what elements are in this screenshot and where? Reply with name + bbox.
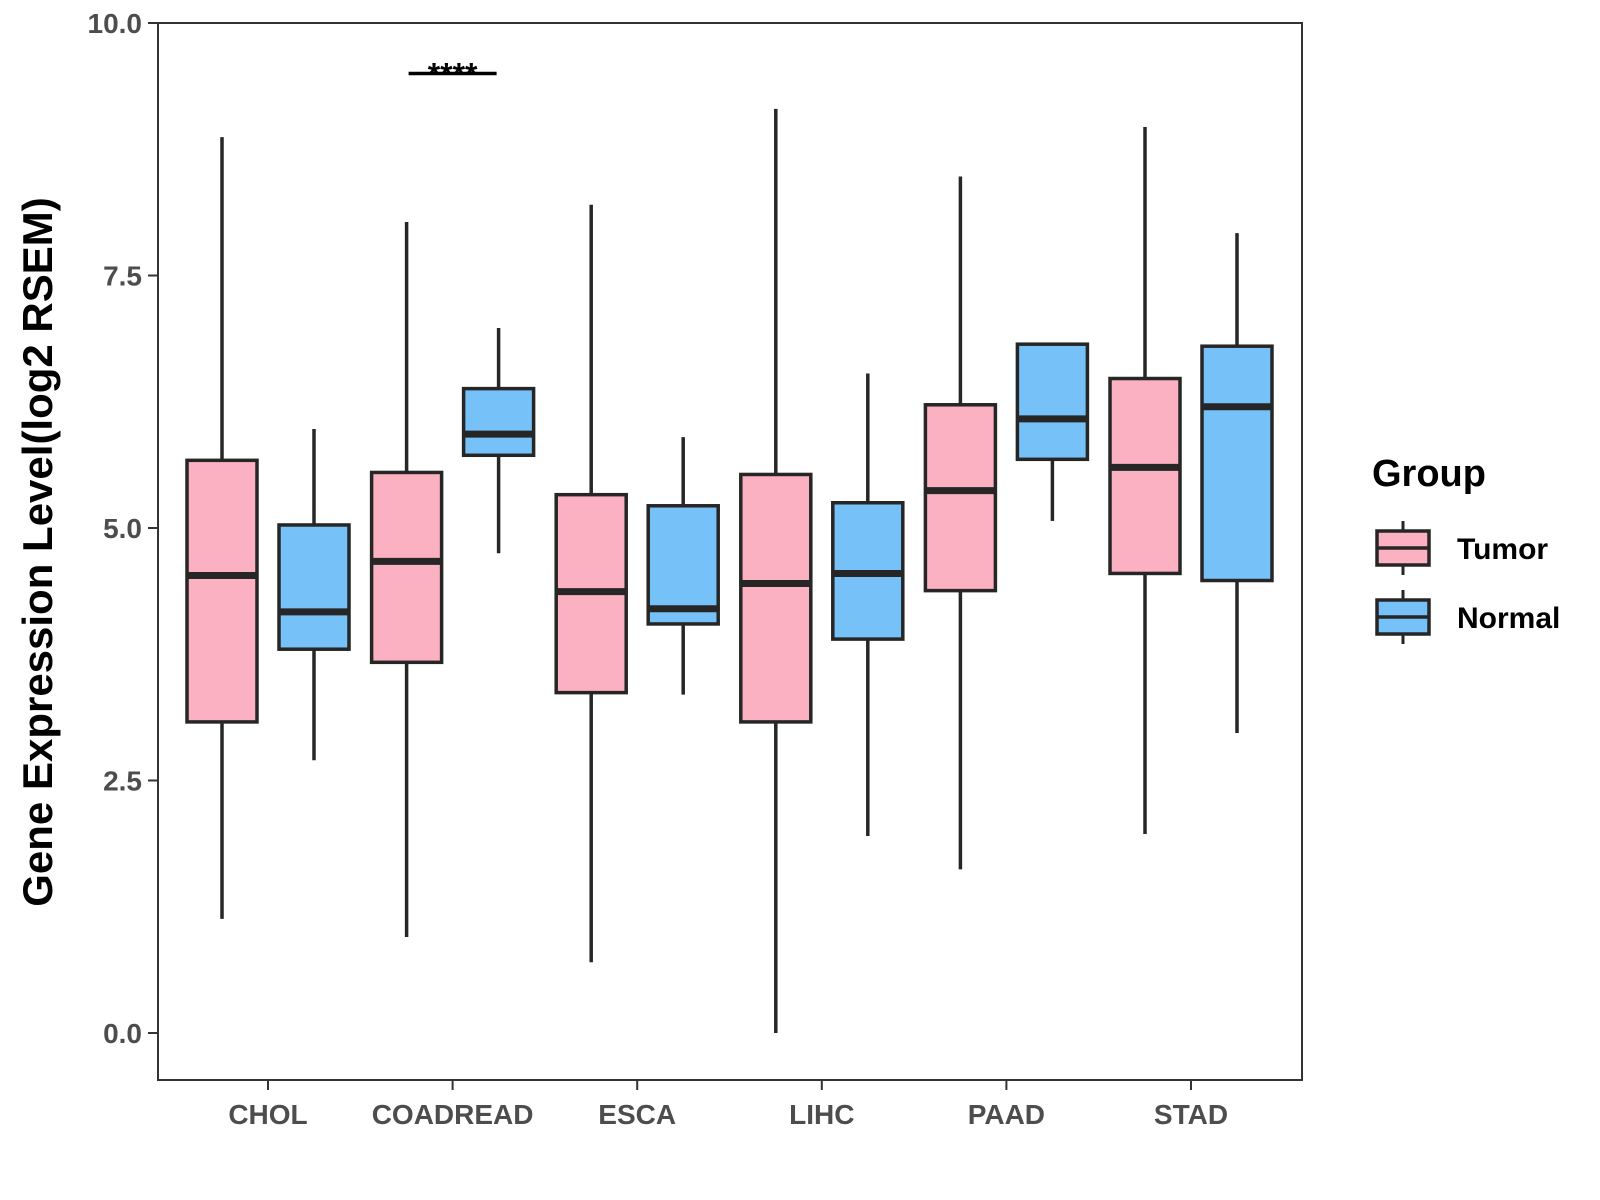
box-normal-paad (1015, 342, 1090, 521)
significance-annotations: **** (408, 57, 497, 93)
legend-key-normal (1375, 590, 1431, 644)
y-tick-label: 7.5 (103, 261, 142, 292)
box-body (1200, 344, 1274, 583)
box-normal-lihc (831, 373, 905, 837)
x-tick-label: CHOL (228, 1099, 307, 1130)
legend-title: Group (1372, 453, 1486, 495)
plot-panel-border (157, 22, 1303, 1081)
y-tick-label: 5.0 (103, 513, 142, 544)
y-axis-label: Gene Expression Level(log2 RSEM) (14, 197, 61, 907)
box-body (461, 386, 536, 458)
y-tick-label: 10.0 (88, 8, 143, 39)
legend-key-tumor (1375, 521, 1431, 575)
x-tick-label: LIHC (789, 1099, 854, 1130)
box-normal-coadread (461, 328, 536, 554)
box-normal-stad (1200, 233, 1274, 734)
box-body (369, 470, 444, 665)
box-normal-chol (277, 429, 351, 761)
box-body (185, 458, 259, 724)
box-tumor-lihc (739, 108, 813, 1033)
x-tick-label: STAD (1154, 1099, 1228, 1130)
box-body (1108, 376, 1182, 576)
box-tumor-stad (1108, 127, 1182, 835)
box-normal-esca (646, 437, 720, 695)
box-tumor-paad (923, 176, 998, 870)
box-body (646, 504, 720, 626)
y-tick-label: 0.0 (103, 1018, 142, 1049)
box-body (739, 472, 813, 724)
y-tick-label: 2.5 (103, 766, 142, 797)
x-axis: CHOL COADREAD ESCA LIHC PAAD STAD (228, 1080, 1228, 1130)
significance-label: **** (428, 57, 478, 93)
legend-label-tumor: Tumor (1457, 533, 1548, 566)
box-tumor-chol (185, 137, 259, 919)
y-axis-ticks: 0.0 2.5 5.0 7.5 10.0 (88, 8, 158, 1049)
x-tick-label: PAAD (968, 1099, 1045, 1130)
box-body (923, 403, 998, 593)
box-series (185, 108, 1274, 1033)
box-body (1015, 342, 1090, 462)
box-body (277, 523, 351, 651)
x-tick-label: ESCA (598, 1099, 676, 1130)
legend: Group Tumor Normal (1372, 453, 1560, 644)
x-tick-label: COADREAD (372, 1099, 534, 1130)
box-tumor-coadread (369, 221, 444, 938)
box-tumor-esca (554, 204, 628, 963)
legend-label-normal: Normal (1457, 602, 1560, 635)
